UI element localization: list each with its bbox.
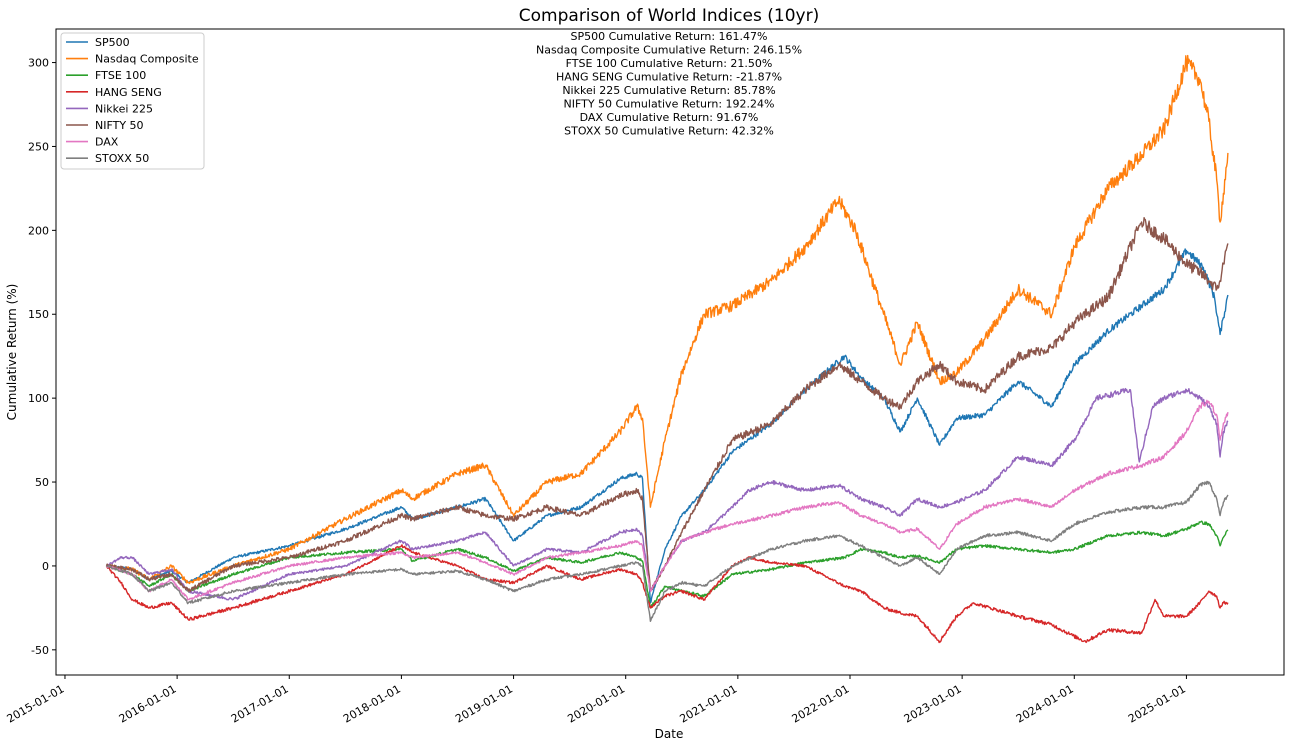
x-tick-label: 2016-01-01: [117, 682, 179, 725]
x-tick-label: 2015-01-01: [5, 682, 67, 725]
y-tick-label: 0: [42, 560, 49, 573]
annotation-line: STOXX 50 Cumulative Return: 42.32%: [564, 125, 774, 138]
series-line-sp500: [106, 248, 1229, 604]
series-line-hang-seng: [105, 544, 1229, 644]
annotation-line: SP500 Cumulative Return: 161.47%: [570, 30, 767, 43]
chart-title: Comparison of World Indices (10yr): [519, 6, 819, 26]
y-tick-label: 300: [28, 57, 49, 70]
y-tick-label: -50: [31, 644, 49, 657]
legend-label: Nikkei 225: [95, 102, 153, 115]
x-tick-label: 2023-01-01: [902, 682, 964, 725]
annotation-line: HANG SENG Cumulative Return: -21.87%: [556, 71, 782, 84]
x-tick-label: 2017-01-01: [229, 682, 291, 725]
y-tick-label: 150: [28, 308, 49, 321]
annotation-line: FTSE 100 Cumulative Return: 21.50%: [566, 57, 773, 70]
x-axis-label: Date: [655, 727, 684, 741]
annotation-line: DAX Cumulative Return: 91.67%: [580, 111, 759, 124]
series-line-nasdaq-composite: [105, 54, 1229, 585]
legend-label: Nasdaq Composite: [95, 53, 199, 66]
y-tick-label: 200: [28, 224, 49, 237]
annotation-line: NIFTY 50 Cumulative Return: 192.24%: [564, 98, 775, 111]
x-tick-label: 2019-01-01: [453, 682, 515, 725]
series-line-dax: [105, 399, 1229, 601]
legend-label: STOXX 50: [95, 152, 149, 165]
x-tick-label: 2021-01-01: [677, 682, 739, 725]
legend-label: FTSE 100: [95, 69, 146, 82]
annotation-line: Nikkei 225 Cumulative Return: 85.78%: [562, 84, 775, 97]
x-tick-label: 2025-01-01: [1126, 682, 1188, 725]
legend-label: DAX: [95, 136, 119, 149]
legend-label: NIFTY 50: [95, 119, 144, 132]
series-line-nikkei-225: [105, 387, 1229, 601]
x-tick-label: 2018-01-01: [341, 682, 403, 725]
annotation-block: SP500 Cumulative Return: 161.47%Nasdaq C…: [536, 30, 802, 138]
legend-label: HANG SENG: [95, 86, 162, 99]
series-layer: [105, 54, 1229, 644]
y-tick-label: 50: [35, 476, 49, 489]
y-tick-label: 100: [28, 392, 49, 405]
plot-frame: [55, 28, 1285, 676]
y-tick-label: 250: [28, 140, 49, 153]
legend-box: [60, 32, 205, 170]
x-tick-label: 2024-01-01: [1014, 682, 1076, 725]
annotation-line: Nasdaq Composite Cumulative Return: 246.…: [536, 44, 802, 57]
legend-label: SP500: [95, 36, 130, 49]
x-tick-label: 2022-01-01: [790, 682, 852, 725]
y-axis-label: Cumulative Return (%): [5, 284, 19, 421]
x-tick-label: 2020-01-01: [565, 682, 627, 725]
series-line-stoxx-50: [106, 480, 1229, 622]
legend: SP500 Nasdaq Composite FTSE 100 HANG SENG Ni…: [60, 32, 205, 170]
